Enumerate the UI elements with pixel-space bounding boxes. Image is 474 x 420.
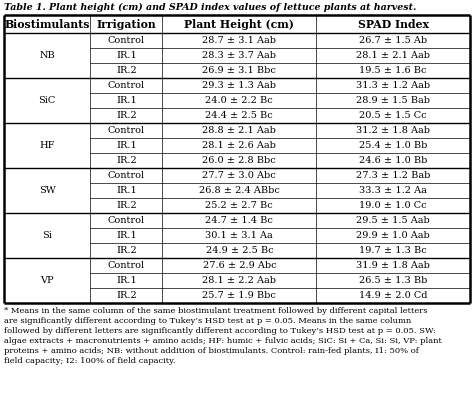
Text: 31.3 ± 1.2 Aab: 31.3 ± 1.2 Aab — [356, 81, 430, 90]
Text: 24.6 ± 1.0 Bb: 24.6 ± 1.0 Bb — [359, 156, 427, 165]
Text: IR.1: IR.1 — [116, 276, 137, 285]
Text: 24.9 ± 2.5 Bc: 24.9 ± 2.5 Bc — [206, 246, 273, 255]
Text: 33.3 ± 1.2 Aa: 33.3 ± 1.2 Aa — [359, 186, 427, 195]
Text: Si: Si — [42, 231, 52, 240]
Text: 27.3 ± 1.2 Bab: 27.3 ± 1.2 Bab — [356, 171, 430, 180]
Text: followed by different letters are significantly different according to Tukey’s H: followed by different letters are signif… — [4, 327, 436, 335]
Text: 25.2 ± 2.7 Bc: 25.2 ± 2.7 Bc — [205, 201, 273, 210]
Text: IR.2: IR.2 — [116, 111, 137, 120]
Text: 20.5 ± 1.5 Cc: 20.5 ± 1.5 Cc — [359, 111, 427, 120]
Text: HF: HF — [39, 141, 55, 150]
Text: IR.2: IR.2 — [116, 201, 137, 210]
Text: 30.1 ± 3.1 Aa: 30.1 ± 3.1 Aa — [205, 231, 273, 240]
Text: Plant Height (cm): Plant Height (cm) — [184, 18, 294, 29]
Text: 28.9 ± 1.5 Bab: 28.9 ± 1.5 Bab — [356, 96, 430, 105]
Text: 29.5 ± 1.5 Aab: 29.5 ± 1.5 Aab — [356, 216, 430, 225]
Text: IR.2: IR.2 — [116, 66, 137, 75]
Text: 24.7 ± 1.4 Bc: 24.7 ± 1.4 Bc — [205, 216, 273, 225]
Text: algae extracts + macronutrients + amino acids; HF: humic + fulvic acids; SiC: Si: algae extracts + macronutrients + amino … — [4, 337, 442, 345]
Text: Irrigation: Irrigation — [97, 18, 156, 29]
Text: 14.9 ± 2.0 Cd: 14.9 ± 2.0 Cd — [359, 291, 428, 300]
Text: IR.2: IR.2 — [116, 291, 137, 300]
Text: 19.5 ± 1.6 Bc: 19.5 ± 1.6 Bc — [359, 66, 427, 75]
Text: 26.8 ± 2.4 ABbc: 26.8 ± 2.4 ABbc — [199, 186, 280, 195]
Text: 29.9 ± 1.0 Aab: 29.9 ± 1.0 Aab — [356, 231, 430, 240]
Text: 29.3 ± 1.3 Aab: 29.3 ± 1.3 Aab — [202, 81, 276, 90]
Text: Control: Control — [108, 126, 145, 135]
Text: 28.8 ± 2.1 Aab: 28.8 ± 2.1 Aab — [202, 126, 276, 135]
Text: Table 1. Plant height (cm) and SPAD index values of lettuce plants at harvest.: Table 1. Plant height (cm) and SPAD inde… — [4, 3, 416, 12]
Text: Biostimulants: Biostimulants — [4, 18, 90, 29]
Text: Control: Control — [108, 36, 145, 45]
Text: 31.2 ± 1.8 Aab: 31.2 ± 1.8 Aab — [356, 126, 430, 135]
Text: 31.9 ± 1.8 Aab: 31.9 ± 1.8 Aab — [356, 261, 430, 270]
Text: IR.1: IR.1 — [116, 231, 137, 240]
Text: Control: Control — [108, 261, 145, 270]
Text: 28.1 ± 2.1 Aab: 28.1 ± 2.1 Aab — [356, 51, 430, 60]
Text: 28.1 ± 2.2 Aab: 28.1 ± 2.2 Aab — [202, 276, 276, 285]
Text: 26.5 ± 1.3 Bb: 26.5 ± 1.3 Bb — [359, 276, 427, 285]
Text: 28.1 ± 2.6 Aab: 28.1 ± 2.6 Aab — [202, 141, 276, 150]
Text: IR.2: IR.2 — [116, 246, 137, 255]
Text: field capacity; I2: 100% of field capacity.: field capacity; I2: 100% of field capaci… — [4, 357, 175, 365]
Text: 25.4 ± 1.0 Bb: 25.4 ± 1.0 Bb — [359, 141, 427, 150]
Text: 28.3 ± 3.7 Aab: 28.3 ± 3.7 Aab — [202, 51, 276, 60]
Text: Control: Control — [108, 216, 145, 225]
Text: 28.7 ± 3.1 Aab: 28.7 ± 3.1 Aab — [202, 36, 276, 45]
Text: Control: Control — [108, 171, 145, 180]
Text: 27.6 ± 2.9 Abc: 27.6 ± 2.9 Abc — [202, 261, 276, 270]
Text: * Means in the same column of the same biostimulant treatment followed by differ: * Means in the same column of the same b… — [4, 307, 428, 315]
Text: VP: VP — [40, 276, 54, 285]
Text: 19.7 ± 1.3 Bc: 19.7 ± 1.3 Bc — [359, 246, 427, 255]
Text: IR.1: IR.1 — [116, 51, 137, 60]
Text: 26.7 ± 1.5 Ab: 26.7 ± 1.5 Ab — [359, 36, 427, 45]
Text: 26.9 ± 3.1 Bbc: 26.9 ± 3.1 Bbc — [202, 66, 276, 75]
Text: IR.2: IR.2 — [116, 156, 137, 165]
Text: 19.0 ± 1.0 Cc: 19.0 ± 1.0 Cc — [359, 201, 427, 210]
Text: 27.7 ± 3.0 Abc: 27.7 ± 3.0 Abc — [202, 171, 276, 180]
Text: IR.1: IR.1 — [116, 96, 137, 105]
Text: SiC: SiC — [38, 96, 56, 105]
Text: Control: Control — [108, 81, 145, 90]
Text: IR.1: IR.1 — [116, 141, 137, 150]
Text: proteins + amino acids; NB: without addition of biostimulants. Control: rain-fed: proteins + amino acids; NB: without addi… — [4, 347, 419, 355]
Text: NB: NB — [39, 51, 55, 60]
Text: 24.0 ± 2.2 Bc: 24.0 ± 2.2 Bc — [205, 96, 273, 105]
Text: are significantly different according to Tukey’s HSD test at p = 0.05. Means in : are significantly different according to… — [4, 317, 411, 325]
Text: SPAD Index: SPAD Index — [357, 18, 428, 29]
Text: SW: SW — [39, 186, 55, 195]
Text: 25.7 ± 1.9 Bbc: 25.7 ± 1.9 Bbc — [202, 291, 276, 300]
Text: 24.4 ± 2.5 Bc: 24.4 ± 2.5 Bc — [205, 111, 273, 120]
Text: IR.1: IR.1 — [116, 186, 137, 195]
Text: 26.0 ± 2.8 Bbc: 26.0 ± 2.8 Bbc — [202, 156, 276, 165]
